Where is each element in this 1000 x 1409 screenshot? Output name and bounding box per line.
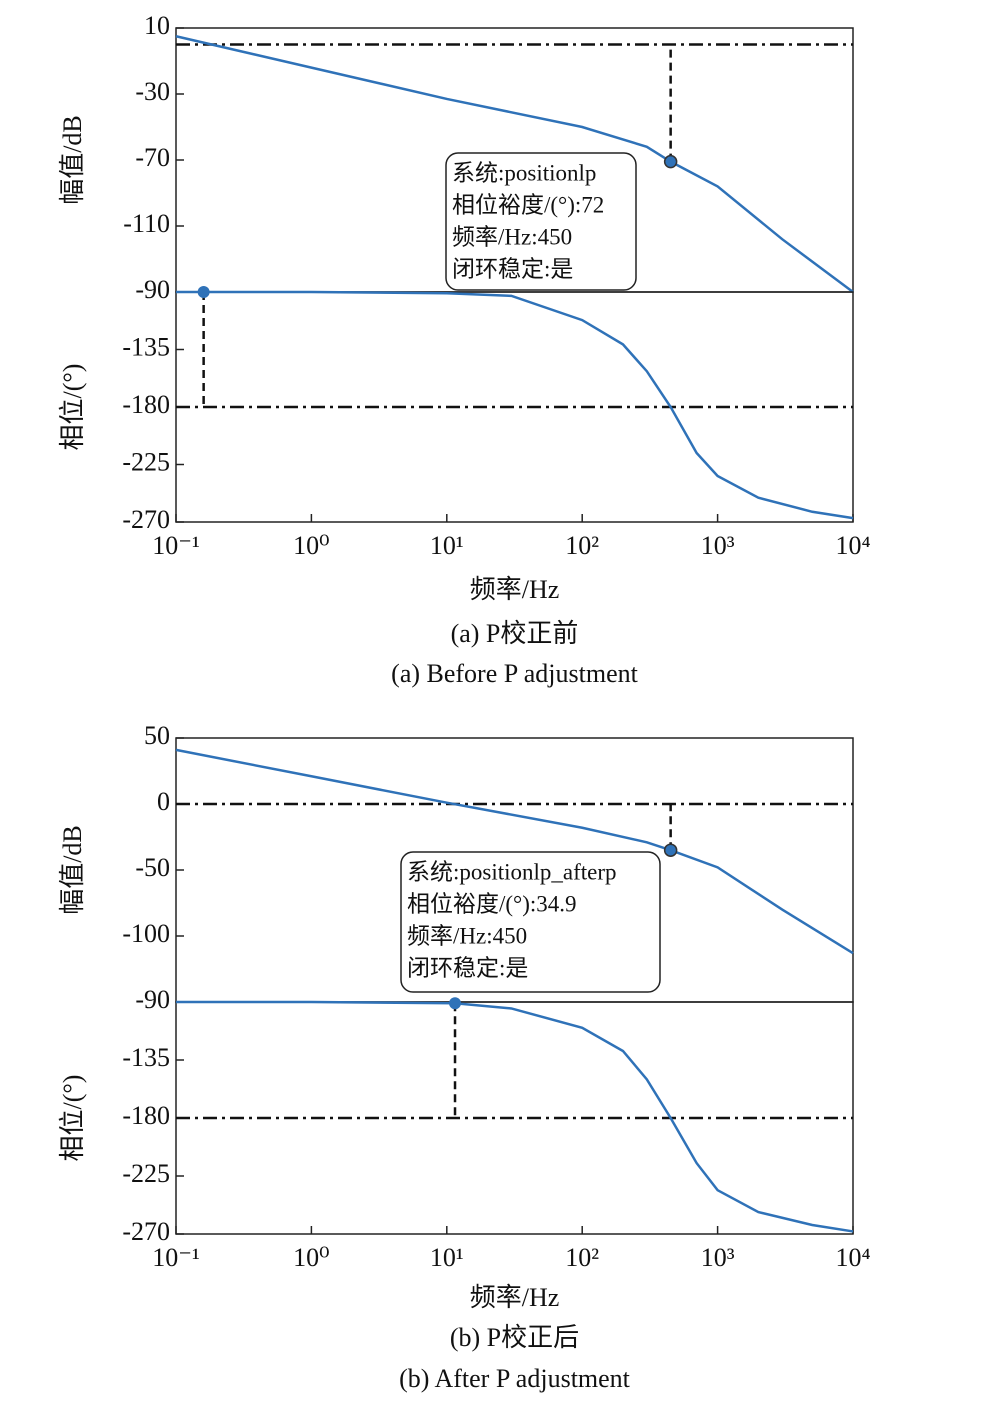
caption: (a) P校正前 bbox=[451, 619, 579, 648]
x-tick-label: 10² bbox=[565, 531, 599, 560]
y-tick-label: -180 bbox=[122, 1101, 170, 1130]
y-axis-label: 相位/(°) bbox=[58, 364, 87, 451]
data-tip-marker bbox=[663, 843, 678, 857]
x-tick-label: 10⁴ bbox=[835, 1243, 870, 1272]
x-tick-label: 10⁻¹ bbox=[152, 1243, 200, 1272]
magnitude-phase-curve bbox=[176, 290, 854, 520]
data-tip-marker bbox=[449, 997, 462, 1010]
data-tip-line: 系统:positionlp_afterp bbox=[407, 859, 617, 884]
magnitude-phase-curve bbox=[175, 35, 854, 294]
y-tick-label: -270 bbox=[122, 505, 170, 534]
y-tick-label: -30 bbox=[135, 77, 170, 106]
y-tick-label: -90 bbox=[135, 275, 170, 304]
x-tick-label: 10³ bbox=[701, 1243, 735, 1272]
y-tick-label: 50 bbox=[144, 721, 170, 750]
data-tip-line: 闭环稳定:是 bbox=[452, 256, 573, 281]
data-tip-line: 相位裕度/(°):34.9 bbox=[407, 891, 577, 916]
y-tick-label: -180 bbox=[122, 390, 170, 419]
magnitude-phase-curve bbox=[175, 748, 854, 955]
x-axis-label: 频率/Hz bbox=[470, 575, 560, 604]
y-axis-label: 相位/(°) bbox=[58, 1075, 87, 1162]
y-tick-label: 0 bbox=[157, 787, 170, 816]
data-tip-line: 频率/Hz:450 bbox=[452, 224, 572, 249]
x-tick-label: 10⁻¹ bbox=[152, 531, 200, 560]
y-tick-label: -110 bbox=[123, 209, 170, 238]
y-tick-label: -135 bbox=[122, 1043, 170, 1072]
y-tick-label: -135 bbox=[122, 332, 170, 361]
x-tick-label: 10⁰ bbox=[293, 1243, 329, 1272]
y-tick-label: -225 bbox=[122, 447, 170, 476]
x-axis-label: 频率/Hz bbox=[470, 1283, 560, 1312]
caption: (b) P校正后 bbox=[450, 1323, 579, 1352]
y-axis-label: 幅值/dB bbox=[58, 825, 87, 915]
y-tick-label: -90 bbox=[135, 985, 170, 1014]
x-tick-label: 10³ bbox=[701, 531, 735, 560]
x-tick-label: 10⁴ bbox=[835, 531, 870, 560]
data-tip-box bbox=[400, 851, 661, 993]
caption-english: (a) Before P adjustment bbox=[391, 659, 638, 688]
y-tick-label: 10 bbox=[144, 11, 170, 40]
y-tick-label: -70 bbox=[135, 143, 170, 172]
x-tick-label: 10² bbox=[565, 1243, 599, 1272]
x-tick-label: 10⁰ bbox=[293, 531, 329, 560]
data-tip-line: 系统:positionlp bbox=[452, 160, 596, 185]
x-tick-label: 10¹ bbox=[430, 1243, 464, 1272]
data-tip-line: 闭环稳定:是 bbox=[407, 955, 528, 980]
y-tick-label: -270 bbox=[122, 1217, 170, 1246]
data-tip-box bbox=[445, 152, 637, 291]
y-axis-label: 幅值/dB bbox=[58, 115, 87, 205]
data-tip-line: 频率/Hz:450 bbox=[407, 923, 527, 948]
x-tick-label: 10¹ bbox=[430, 531, 464, 560]
data-tip-marker bbox=[197, 286, 210, 298]
y-tick-label: -50 bbox=[135, 853, 170, 882]
data-tip-marker bbox=[663, 154, 678, 169]
y-tick-label: -225 bbox=[122, 1159, 170, 1188]
data-tip-line: 相位裕度/(°):72 bbox=[452, 192, 604, 217]
y-tick-label: -100 bbox=[122, 919, 170, 948]
caption-english: (b) After P adjustment bbox=[399, 1364, 631, 1393]
magnitude-phase-curve bbox=[176, 1000, 854, 1233]
